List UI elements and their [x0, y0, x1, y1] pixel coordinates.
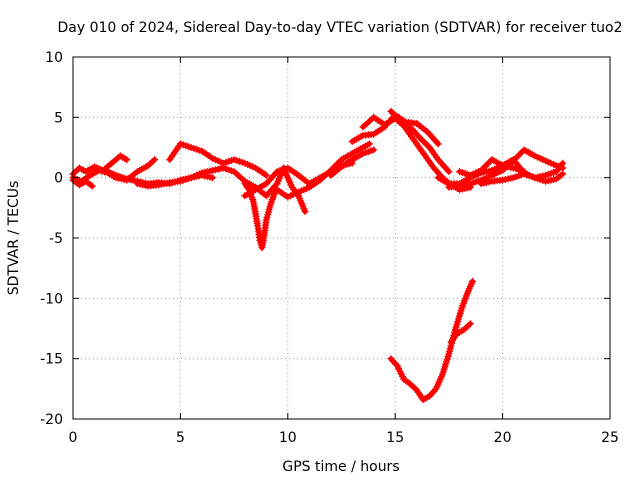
- series-sat-f: [166, 140, 270, 179]
- x-tick-label: 25: [601, 430, 619, 446]
- y-axis-label: SDTVAR / TECUs: [6, 181, 22, 296]
- x-tick-label: 10: [279, 430, 297, 446]
- series-markers: [327, 146, 378, 179]
- x-axis-label: GPS time / hours: [282, 459, 399, 475]
- series-sat-r: [477, 170, 567, 188]
- series-sat-g: [241, 180, 279, 252]
- series-layer: [69, 107, 567, 404]
- series-markers: [166, 140, 270, 179]
- series-markers: [273, 140, 373, 201]
- x-tick-label: 15: [386, 430, 404, 446]
- y-tick-label: -20: [40, 412, 63, 428]
- series-sat-i: [252, 164, 309, 215]
- y-tick-label: -10: [40, 291, 63, 307]
- y-tick-label: 10: [45, 50, 63, 66]
- y-tick-label: -5: [49, 231, 63, 247]
- series-markers: [477, 170, 567, 188]
- y-tick-label: 5: [54, 110, 63, 126]
- series-markers: [447, 320, 474, 346]
- tick-layer: 0 5 10 15 20 25 -20 -15 -10 -5 0 5 10: [40, 50, 619, 446]
- x-tick-label: 20: [494, 430, 512, 446]
- y-tick-label: 0: [54, 171, 63, 187]
- x-tick-label: 5: [176, 430, 185, 446]
- series-sat-j: [273, 140, 373, 201]
- series-sat-t: [447, 320, 474, 346]
- grid-layer: [73, 57, 610, 419]
- chart-title: Day 010 of 2024, Sidereal Day-to-day VTE…: [57, 20, 622, 36]
- y-tick-label: -15: [40, 352, 63, 368]
- x-tick-label: 0: [69, 430, 78, 446]
- series-sat-k: [327, 146, 378, 179]
